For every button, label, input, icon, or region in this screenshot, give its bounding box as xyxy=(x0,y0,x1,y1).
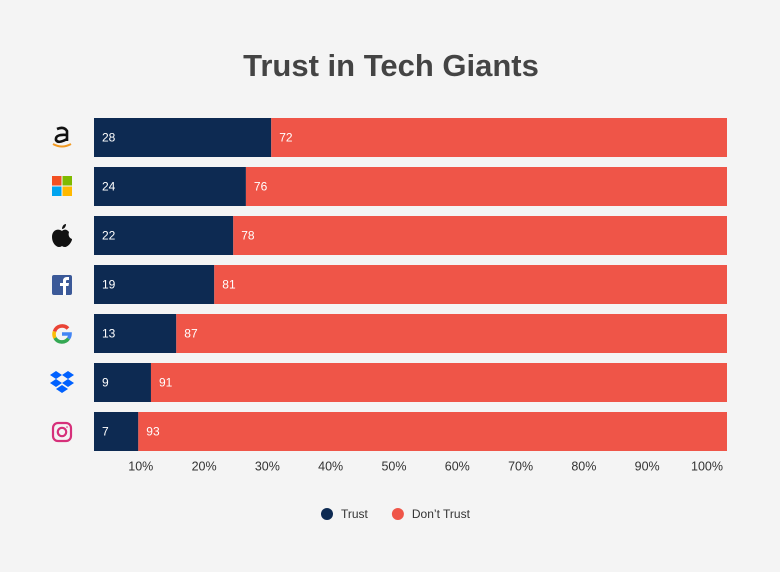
data-label: 76 xyxy=(254,180,268,194)
chart-title: Trust in Tech Giants xyxy=(243,48,539,83)
bar-segment xyxy=(94,314,177,353)
legend-swatch xyxy=(391,508,404,520)
x-tick-label: 30% xyxy=(255,459,280,473)
legend-label: Trust xyxy=(341,507,369,521)
bar-segment xyxy=(94,412,139,451)
bar-segment xyxy=(94,216,234,255)
x-tick-label: 100% xyxy=(691,459,723,473)
x-tick-label: 80% xyxy=(571,459,596,473)
icons xyxy=(50,126,74,443)
google-icon xyxy=(52,324,72,344)
bar-segment xyxy=(94,118,272,157)
x-tick-label: 70% xyxy=(508,459,533,473)
x-tick-label: 90% xyxy=(635,459,660,473)
legend-label: Don’t Trust xyxy=(412,507,471,521)
legend-swatch xyxy=(321,508,333,520)
data-label: 93 xyxy=(146,425,160,439)
bar-segment xyxy=(176,314,728,353)
x-tick-label: 40% xyxy=(318,459,343,473)
microsoft-icon xyxy=(52,176,72,196)
bar-segment xyxy=(94,167,246,206)
amazon-icon xyxy=(52,126,72,148)
data-label: 22 xyxy=(102,229,116,243)
bar-segment xyxy=(150,363,728,402)
bar-segment xyxy=(271,118,727,157)
data-label: 91 xyxy=(159,376,173,390)
x-tick-label: 20% xyxy=(192,459,217,473)
data-label: 28 xyxy=(102,131,116,145)
instagram-icon xyxy=(51,421,73,443)
data-label: 24 xyxy=(102,180,116,194)
data-label: 13 xyxy=(102,327,116,341)
x-tick-label: 60% xyxy=(445,459,470,473)
bar-segment xyxy=(214,265,727,304)
data-label: 81 xyxy=(222,278,236,292)
data-label: 9 xyxy=(102,376,109,390)
apple-icon xyxy=(52,224,72,247)
bar-segment xyxy=(245,167,728,206)
data-label: 7 xyxy=(102,425,109,439)
facebook-icon xyxy=(52,275,72,295)
x-tick-label: 50% xyxy=(381,459,406,473)
data-label: 19 xyxy=(102,278,116,292)
bar-segment xyxy=(233,216,727,255)
bar-segment xyxy=(138,412,727,451)
data-label: 78 xyxy=(241,229,255,243)
bar-segment xyxy=(94,363,151,402)
bar-segment xyxy=(94,265,215,304)
dropbox-icon xyxy=(50,371,74,393)
x-tick-label: 10% xyxy=(128,459,153,473)
data-label: 72 xyxy=(279,131,293,145)
data-label: 87 xyxy=(184,327,198,341)
